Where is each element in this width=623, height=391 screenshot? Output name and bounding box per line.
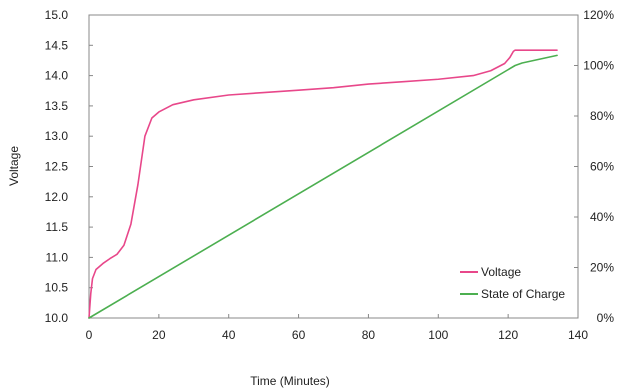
- y2-tick-label: 100%: [583, 59, 614, 73]
- y-tick-label: 15.0: [45, 8, 69, 22]
- y-tick-label: 12.5: [45, 160, 69, 174]
- y2-tick-label: 120%: [583, 8, 614, 22]
- series-line-state-of-charge: [88, 54, 558, 319]
- y-tick-label: 10.0: [45, 311, 69, 325]
- y2-tick-label: 60%: [590, 160, 614, 174]
- y-tick-label: 10.5: [45, 281, 69, 295]
- y-tick-label: 13.0: [45, 129, 69, 143]
- x-tick-label: 60: [292, 328, 306, 342]
- x-tick-label: 0: [86, 328, 93, 342]
- x-tick-label: 40: [222, 328, 236, 342]
- y-tick-label: 14.0: [45, 69, 69, 83]
- y-axis-ticks: 10.0 10.5 11.0 11.5 12.0 12.5 13.0 13.5 14.0 14.5…: [45, 8, 93, 325]
- x-tick-label: 20: [152, 328, 166, 342]
- legend: Voltage State of Charge: [460, 265, 565, 301]
- y-tick-label: 13.5: [45, 99, 69, 113]
- y2-tick-label: 40%: [590, 210, 614, 224]
- y-tick-label: 12.0: [45, 190, 69, 204]
- x-axis-title: Time (Minutes): [250, 374, 330, 388]
- y-tick-label: 11.5: [46, 220, 69, 234]
- y2-tick-label: 80%: [590, 109, 614, 123]
- y-tick-label: 14.5: [45, 38, 69, 52]
- y2-axis-ticks: 0% 20% 40% 60% 80% 100% 120%: [574, 8, 614, 325]
- y2-tick-label: 20%: [590, 261, 614, 275]
- x-tick-label: 140: [568, 328, 588, 342]
- legend-label-voltage: Voltage: [481, 265, 521, 279]
- plot-area: [88, 14, 579, 319]
- legend-label-state-of-charge: State of Charge: [481, 287, 565, 301]
- y-axis-title: Voltage: [7, 146, 21, 186]
- series-layer: [88, 49, 558, 319]
- y-tick-label: 11.0: [46, 250, 69, 264]
- x-tick-label: 80: [362, 328, 376, 342]
- y2-tick-label: 0%: [597, 311, 615, 325]
- x-tick-label: 100: [428, 328, 448, 342]
- x-tick-label: 120: [498, 328, 518, 342]
- series-line-voltage: [88, 49, 558, 319]
